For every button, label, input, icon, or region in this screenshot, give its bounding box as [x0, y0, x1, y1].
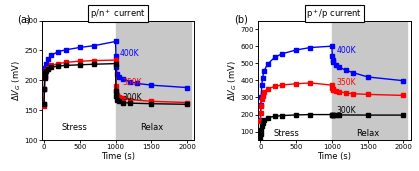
Text: (a): (a): [18, 15, 31, 24]
Text: 400K: 400K: [336, 47, 356, 55]
Text: (b): (b): [234, 15, 248, 24]
Text: 300K: 300K: [336, 106, 356, 115]
Text: 400K: 400K: [120, 49, 140, 58]
Bar: [116, 21, 191, 140]
Text: Relax: Relax: [356, 129, 379, 138]
Text: 300K: 300K: [123, 93, 142, 102]
Y-axis label: $\Delta V_G$ (mV): $\Delta V_G$ (mV): [10, 60, 23, 101]
Title: p$^+$/p current: p$^+$/p current: [306, 7, 362, 21]
X-axis label: Time (s): Time (s): [318, 152, 352, 161]
Text: 350K: 350K: [336, 78, 356, 87]
Bar: [332, 21, 407, 140]
Text: Stress: Stress: [62, 123, 88, 132]
Y-axis label: $\Delta V_G$ (mV): $\Delta V_G$ (mV): [227, 60, 239, 101]
Text: Relax: Relax: [140, 123, 163, 132]
Text: 350K: 350K: [123, 78, 142, 87]
X-axis label: Time (s): Time (s): [101, 152, 135, 161]
Title: p/n$^+$ current: p/n$^+$ current: [90, 7, 146, 21]
Text: Stress: Stress: [274, 129, 300, 138]
